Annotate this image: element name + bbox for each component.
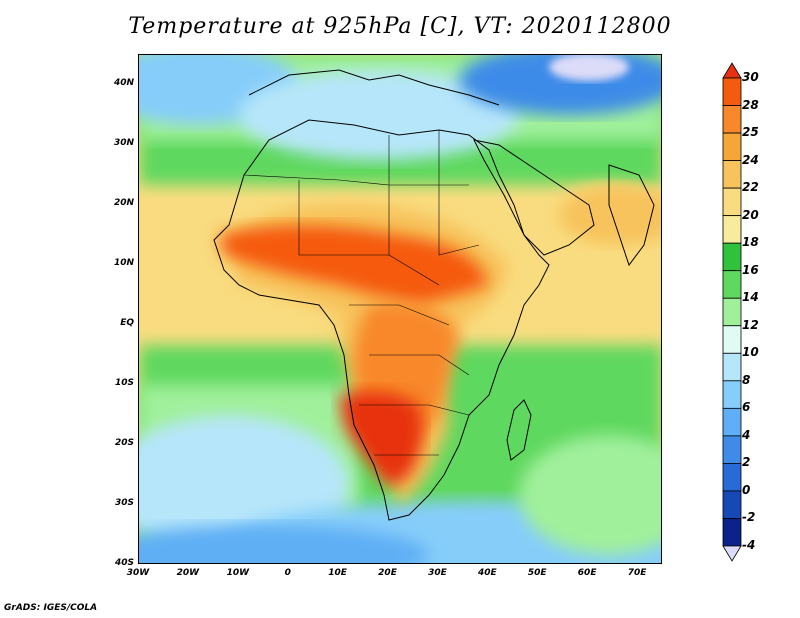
colorbar-label: 18 <box>742 235 759 250</box>
coastlines <box>213 69 655 521</box>
latitude-label: 20N <box>113 198 134 208</box>
colorbar-label: 0 <box>742 482 751 497</box>
latitude-label: 40N <box>113 78 134 88</box>
longitude-label: 50E <box>527 568 547 578</box>
colorbar-segment <box>722 463 742 492</box>
longitude-label: 10W <box>226 568 250 578</box>
colorbar-segment <box>722 160 742 189</box>
colorbar-label: -4 <box>742 538 756 552</box>
colorbar-segment <box>722 215 742 244</box>
temperature-field <box>139 55 661 563</box>
map-title: Temperature at 925hPa [C], VT: 202011280… <box>128 14 672 39</box>
credit-text: GrADS: IGES/COLA <box>4 603 98 613</box>
country-borders <box>243 130 480 456</box>
latitude-label: 20S <box>114 438 134 448</box>
colorbar <box>722 62 742 562</box>
longitude-label: 30W <box>126 568 150 578</box>
longitude-label: 70E <box>627 568 647 578</box>
longitude-label: 20E <box>378 568 397 578</box>
colorbar-segment <box>722 242 742 272</box>
colorbar-segment <box>722 380 742 409</box>
map-canvas <box>139 55 661 563</box>
colorbar-label: 8 <box>742 372 751 387</box>
colorbar-label: 2 <box>742 455 751 470</box>
colorbar-segment <box>722 77 742 106</box>
longitude-label: 0 <box>284 568 291 578</box>
colorbar-bottom-arrow <box>722 545 742 562</box>
colorbar-segment <box>722 270 742 299</box>
longitude-label: 20W <box>176 568 200 578</box>
colorbar-segment <box>722 435 742 464</box>
colorbar-segment <box>722 352 742 382</box>
colorbar-segment <box>722 325 742 354</box>
temperature-map <box>138 54 662 564</box>
colorbar-label: 4 <box>742 427 751 442</box>
colorbar-segment <box>722 105 742 134</box>
colorbar-label: 20 <box>742 207 759 222</box>
colorbar-segment <box>722 132 742 161</box>
colorbar-label: 25 <box>742 125 759 140</box>
colorbar-segment <box>722 518 742 547</box>
longitude-label: 30E <box>428 568 447 578</box>
colorbar-label: 6 <box>742 400 751 415</box>
colorbar-label: -2 <box>742 510 756 525</box>
latitude-label: 10S <box>114 378 134 388</box>
colorbar-label: 12 <box>742 317 759 332</box>
colorbar-label: 10 <box>742 345 759 360</box>
longitude-label: 60E <box>577 568 597 578</box>
colorbar-top-arrow <box>722 62 742 79</box>
colorbar-label: 22 <box>742 180 759 195</box>
colorbar-label: 16 <box>742 262 759 277</box>
colorbar-label: 30 <box>742 70 759 84</box>
colorbar-label: 28 <box>742 97 759 112</box>
colorbar-segment <box>722 297 742 327</box>
latitude-label: EQ <box>120 318 134 328</box>
colorbar-segment <box>722 490 742 519</box>
latitude-label: 40S <box>114 558 134 568</box>
colorbar-segment <box>722 407 742 437</box>
colorbar-label: 14 <box>742 290 759 305</box>
longitude-label: 10E <box>328 568 347 578</box>
colorbar-label: 24 <box>742 152 759 167</box>
colorbar-segment <box>722 187 742 217</box>
latitude-label: 30S <box>114 498 134 508</box>
latitude-label: 30N <box>113 138 134 148</box>
latitude-label: 10N <box>113 258 134 268</box>
longitude-label: 40E <box>477 568 497 578</box>
